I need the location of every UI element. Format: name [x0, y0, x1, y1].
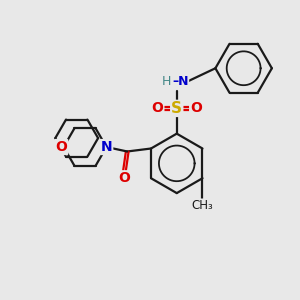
- Text: O: O: [118, 171, 130, 185]
- Text: CH₃: CH₃: [192, 199, 213, 212]
- Text: N: N: [100, 140, 112, 154]
- Text: S: S: [171, 101, 182, 116]
- Text: H: H: [162, 75, 171, 88]
- Text: –N: –N: [172, 75, 189, 88]
- Text: O: O: [55, 140, 67, 154]
- Text: O: O: [190, 101, 202, 116]
- Text: O: O: [152, 101, 164, 116]
